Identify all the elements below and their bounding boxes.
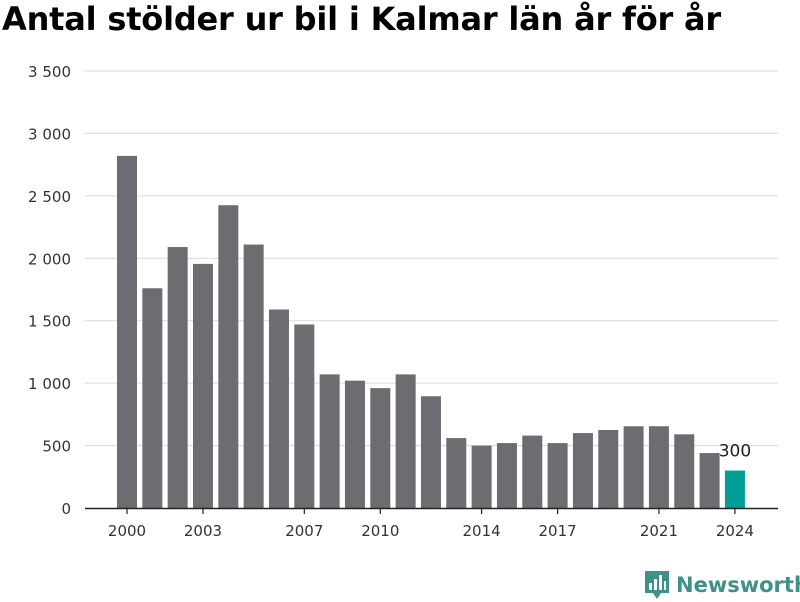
bar: [142, 288, 163, 508]
x-tick-label: 2010: [361, 522, 399, 540]
bar: [192, 263, 213, 508]
y-tick-label: 1 500: [28, 313, 71, 331]
bar: [167, 247, 188, 508]
x-tick-label: 2007: [285, 522, 323, 540]
bar: [294, 324, 315, 508]
bar: [598, 429, 619, 508]
newsworthy-logo-text: Newsworthy: [676, 573, 800, 597]
bar: [370, 388, 391, 508]
bar: [395, 374, 416, 508]
bar: [117, 155, 137, 508]
bar: [572, 433, 593, 508]
bar: [344, 380, 365, 508]
bar-chart: 0 500 1 000 1 500 2 000 2 500 3 000 3 500 2000 20…: [28, 63, 778, 540]
bar: [243, 244, 264, 508]
bar: [496, 443, 517, 508]
bar: [446, 438, 467, 508]
bar: [319, 374, 340, 508]
y-tick-label: 3 500: [28, 63, 71, 81]
bar: [699, 453, 720, 508]
chart-title: Antal stölder ur bil i Kalmar län år för…: [2, 0, 721, 38]
y-tick-label: 2 500: [28, 188, 71, 206]
bar: [547, 443, 568, 508]
x-tick-label: 2021: [640, 522, 678, 540]
bar: [623, 426, 644, 508]
y-tick-label: 0: [61, 500, 71, 518]
x-tick-label: 2003: [184, 522, 222, 540]
bar: [218, 205, 239, 508]
x-tick-label: 2024: [716, 522, 754, 540]
newsworthy-logo: Newsworthy: [644, 568, 800, 602]
bar: [471, 445, 492, 508]
bar: [268, 309, 289, 508]
bar: [420, 396, 441, 508]
y-tick-label: 1 000: [28, 375, 71, 393]
bar: [674, 434, 695, 508]
y-tick-label: 500: [42, 438, 71, 456]
bar: [522, 435, 543, 508]
data-label: 300: [719, 442, 751, 462]
newsworthy-logo-icon: [645, 571, 669, 599]
bar-highlight: [724, 470, 745, 508]
x-tick-label: 2014: [463, 522, 501, 540]
y-tick-label: 3 000: [28, 125, 71, 143]
x-tick-label: 2017: [539, 522, 577, 540]
bar: [648, 426, 669, 508]
x-tick-label: 2000: [108, 522, 146, 540]
y-tick-label: 2 000: [28, 250, 71, 268]
